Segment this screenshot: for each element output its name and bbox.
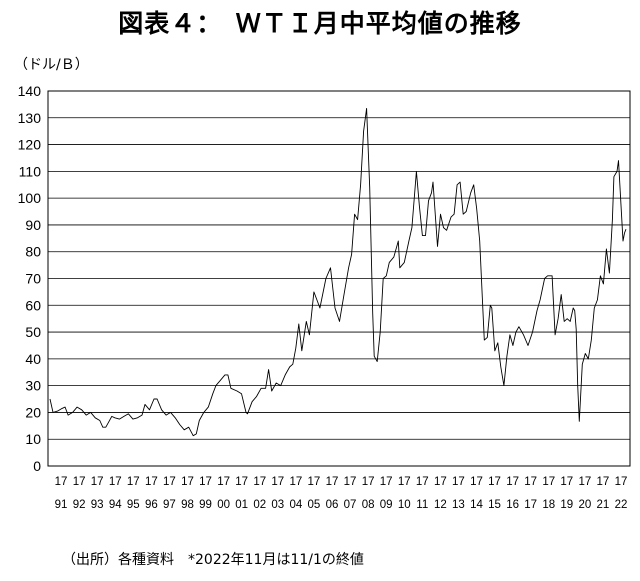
x-tick-year-12: 12 — [434, 499, 447, 511]
x-tick-year-03: 03 — [271, 499, 284, 511]
x-tick-top-27: 17 — [542, 476, 555, 488]
source-note: （出所）各種資料 *2022年11月は11/1の終値 — [62, 552, 364, 568]
y-tick-label-20: 20 — [25, 404, 41, 420]
x-tick-top-26: 17 — [524, 476, 537, 488]
x-tick-year-99: 99 — [199, 499, 212, 511]
x-tick-top-29: 17 — [578, 476, 591, 488]
x-tick-top-30: 17 — [597, 476, 610, 488]
series-layer — [49, 107, 627, 437]
y-axis-ticks: 0 10 20 30 40 50 60 70 80 90 100 110 120 130 140 — [18, 83, 42, 474]
y-tick-label-40: 40 — [25, 351, 41, 367]
x-tick-year-22: 22 — [615, 499, 628, 511]
x-tick-top-25: 17 — [506, 476, 519, 488]
x-tick-top-4: 17 — [127, 476, 140, 488]
x-tick-year-16: 16 — [506, 499, 519, 511]
y-tick-label-90: 90 — [25, 217, 41, 233]
chart-title: 図表４： ＷＴＩ月中平均値の推移 — [118, 9, 522, 38]
y-tick-label-70: 70 — [25, 271, 41, 287]
x-tick-top-31: 17 — [615, 476, 628, 488]
x-tick-year-01: 01 — [235, 499, 248, 511]
x-tick-top-20: 17 — [416, 476, 429, 488]
x-tick-top-7: 17 — [181, 476, 194, 488]
x-tick-top-12: 17 — [271, 476, 284, 488]
series-line-0 — [49, 107, 627, 437]
x-tick-year-19: 19 — [560, 499, 573, 511]
x-tick-year-21: 21 — [597, 499, 610, 511]
x-tick-year-06: 06 — [326, 499, 339, 511]
x-tick-top-0: 17 — [55, 476, 68, 488]
x-tick-year-02: 02 — [253, 499, 266, 511]
x-tick-top-28: 17 — [560, 476, 573, 488]
x-tick-year-95: 95 — [127, 499, 140, 511]
x-tick-top-22: 17 — [452, 476, 465, 488]
x-tick-top-1: 17 — [73, 476, 86, 488]
x-tick-year-97: 97 — [163, 499, 176, 511]
x-tick-top-11: 17 — [253, 476, 266, 488]
x-tick-top-2: 17 — [91, 476, 104, 488]
x-tick-year-93: 93 — [91, 499, 104, 511]
x-tick-top-15: 17 — [326, 476, 339, 488]
x-tick-top-17: 17 — [362, 476, 375, 488]
x-tick-year-17: 17 — [524, 499, 537, 511]
x-tick-top-16: 17 — [344, 476, 357, 488]
gridlines — [48, 117, 630, 440]
y-tick-label-10: 10 — [25, 431, 41, 447]
y-tick-label-110: 110 — [19, 163, 42, 179]
x-tick-year-08: 08 — [362, 499, 375, 511]
x-tick-top-24: 17 — [488, 476, 501, 488]
x-tick-top-8: 17 — [199, 476, 212, 488]
x-tick-top-19: 17 — [398, 476, 411, 488]
x-tick-year-96: 96 — [145, 499, 158, 511]
x-tick-year-94: 94 — [109, 499, 122, 511]
y-tick-label-30: 30 — [25, 378, 41, 394]
x-tick-year-14: 14 — [470, 499, 483, 511]
x-tick-year-15: 15 — [488, 499, 501, 511]
x-tick-year-11: 11 — [416, 499, 428, 511]
x-tick-year-07: 07 — [344, 499, 357, 511]
x-tick-year-13: 13 — [452, 499, 465, 511]
y-tick-label-100: 100 — [18, 190, 42, 206]
x-tick-top-14: 17 — [308, 476, 321, 488]
plot-area-frame — [47, 90, 631, 467]
y-tick-label-140: 140 — [18, 83, 42, 99]
y-tick-label-0: 0 — [33, 458, 41, 474]
x-tick-year-00: 00 — [217, 499, 230, 511]
x-tick-year-91: 91 — [55, 499, 68, 511]
x-axis-ticks: 17 91 17 92 17 93 17 94 17 95 17 96 17 97 17 98 17 99 17 00… — [55, 476, 628, 511]
x-tick-year-20: 20 — [578, 499, 591, 511]
y-tick-label-80: 80 — [25, 244, 41, 260]
y-tick-label-60: 60 — [25, 297, 41, 313]
x-tick-top-5: 17 — [145, 476, 158, 488]
x-tick-top-23: 17 — [470, 476, 483, 488]
x-tick-year-98: 98 — [181, 499, 194, 511]
x-tick-top-3: 17 — [109, 476, 122, 488]
x-tick-year-09: 09 — [380, 499, 393, 511]
x-tick-top-10: 17 — [235, 476, 248, 488]
x-tick-top-13: 17 — [289, 476, 302, 488]
y-tick-label-50: 50 — [25, 324, 41, 340]
y-tick-label-120: 120 — [18, 137, 42, 153]
x-tick-year-05: 05 — [308, 499, 321, 511]
x-tick-top-9: 17 — [217, 476, 230, 488]
x-tick-year-10: 10 — [398, 499, 411, 511]
x-tick-year-92: 92 — [73, 499, 86, 511]
x-tick-top-18: 17 — [380, 476, 393, 488]
x-tick-year-04: 04 — [289, 499, 302, 511]
x-tick-year-18: 18 — [542, 499, 555, 511]
x-tick-top-6: 17 — [163, 476, 176, 488]
y-tick-label-130: 130 — [18, 110, 42, 126]
x-tick-top-21: 17 — [434, 476, 447, 488]
y-axis-unit-label: （ドル/Ｂ） — [14, 57, 89, 73]
